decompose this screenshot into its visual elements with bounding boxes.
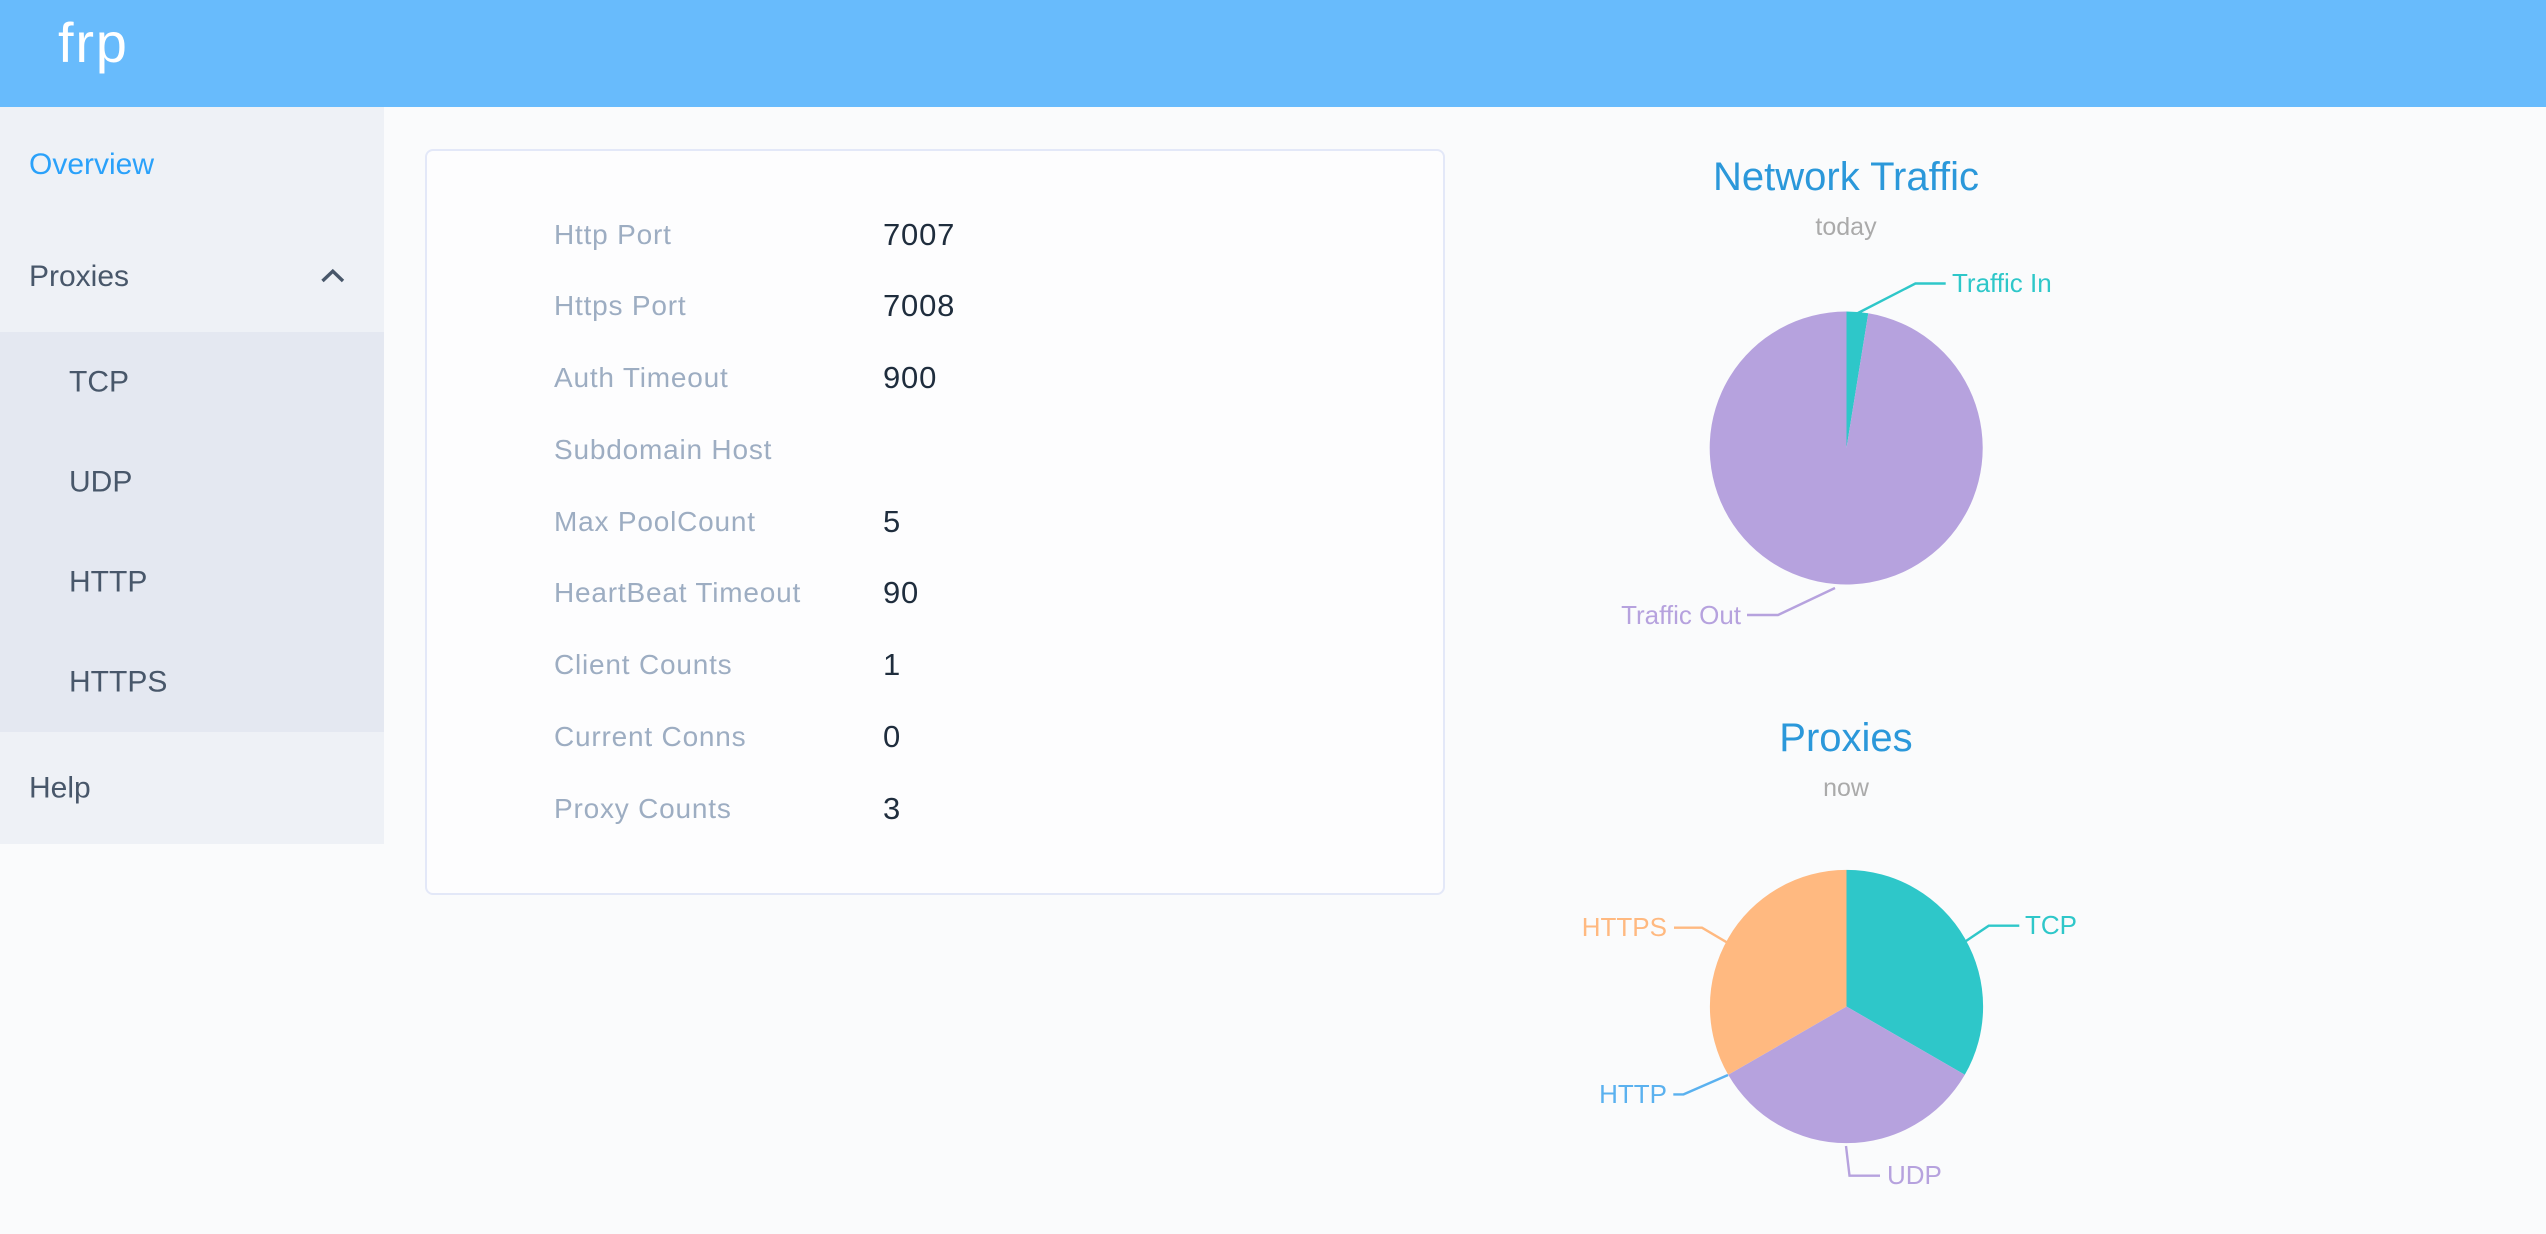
svg-text:TCP: TCP — [2025, 910, 2077, 940]
svg-text:UDP: UDP — [1887, 1160, 1942, 1190]
svg-text:Traffic In: Traffic In — [1952, 268, 2052, 298]
svg-text:Traffic Out: Traffic Out — [1621, 600, 1742, 630]
svg-text:HTTP: HTTP — [1599, 1079, 1667, 1109]
svg-text:HTTPS: HTTPS — [1582, 912, 1667, 942]
